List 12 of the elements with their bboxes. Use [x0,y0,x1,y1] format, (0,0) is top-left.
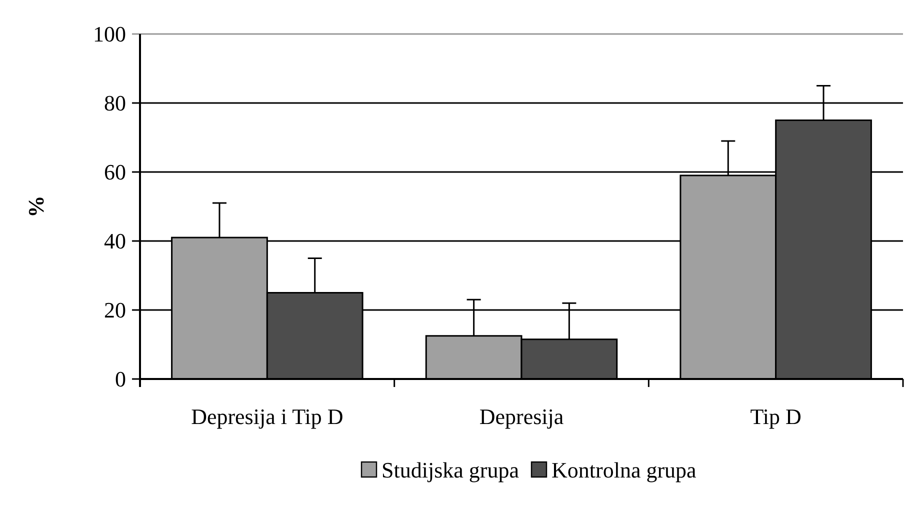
y-tick-label: 80 [104,90,126,116]
legend-label: Studijska grupa [382,458,520,482]
y-tick-label: 0 [115,366,126,392]
y-axis-title: % [24,196,48,218]
x-tick-label: Depresija [479,404,564,429]
y-tick-label: 20 [104,298,126,322]
y-tick-label: 100 [93,22,126,46]
y-tick-label: 40 [104,228,126,254]
x-tick-label: Depresija i Tip D [191,404,344,429]
x-tick-label: Tip D [750,404,802,429]
y-tick-label: 60 [104,160,126,184]
legend-label: Kontrolna grupa [552,458,697,482]
